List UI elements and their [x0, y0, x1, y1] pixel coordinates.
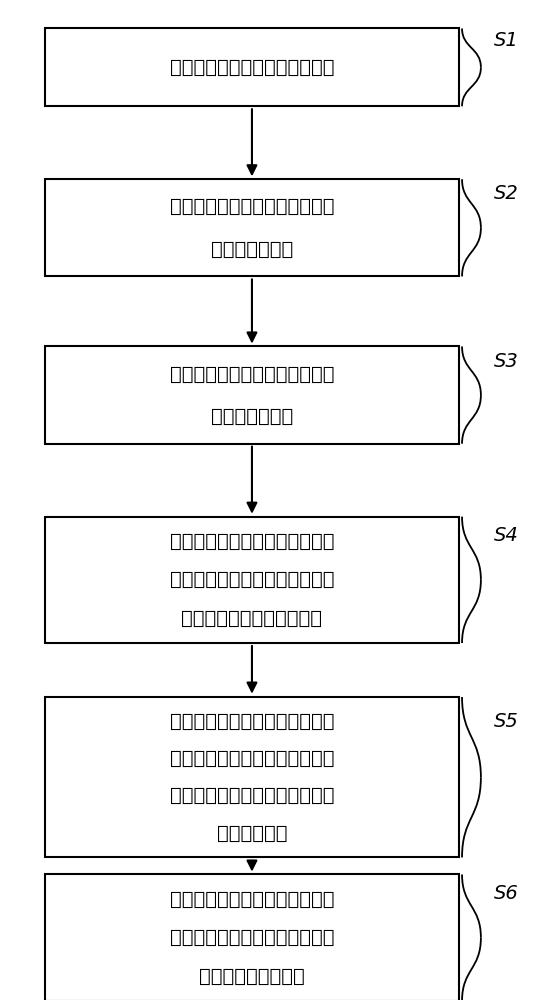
Text: 进行去雾预处理: 进行去雾预处理: [211, 239, 293, 258]
FancyBboxPatch shape: [44, 874, 459, 1000]
Text: 目标与视觉图像融合，并获取融: 目标与视觉图像融合，并获取融: [170, 570, 334, 589]
Text: 雷达识别结果: 雷达识别结果: [217, 824, 287, 843]
FancyBboxPatch shape: [44, 517, 459, 643]
Text: 进行去雾预处理: 进行去雾预处理: [211, 407, 293, 426]
Text: 获取视觉图像和毫米波雷达数据: 获取视觉图像和毫米波雷达数据: [170, 58, 334, 77]
Text: S4: S4: [494, 526, 519, 545]
Text: 基于坐标变换和时间配准将有效: 基于坐标变换和时间配准将有效: [170, 532, 334, 551]
Text: S5: S5: [494, 712, 519, 731]
Text: 基于平均透射率对输入视觉图像: 基于平均透射率对输入视觉图像: [170, 197, 334, 216]
Text: 使用神经网络对兴趣区域进行目: 使用神经网络对兴趣区域进行目: [170, 712, 334, 731]
Text: S2: S2: [494, 184, 519, 203]
Text: 对毫米波雷达识别结果和视觉识: 对毫米波雷达识别结果和视觉识: [170, 890, 334, 909]
Text: S1: S1: [494, 31, 519, 50]
Text: 基于平均透射率对输入视觉图像: 基于平均透射率对输入视觉图像: [170, 364, 334, 383]
Text: 标识别，获取视觉识别结果，并: 标识别，获取视觉识别结果，并: [170, 749, 334, 768]
Text: 合后视觉图像中的兴趣区域: 合后视觉图像中的兴趣区域: [182, 609, 322, 628]
Text: 别结果进行加权信息决策，得到: 别结果进行加权信息决策，得到: [170, 928, 334, 947]
Text: 根据毫米波雷达数据获取毫米波: 根据毫米波雷达数据获取毫米波: [170, 786, 334, 805]
Text: S6: S6: [494, 884, 519, 903]
FancyBboxPatch shape: [44, 346, 459, 444]
Text: 最终的目标检测结果: 最终的目标检测结果: [199, 966, 305, 985]
FancyBboxPatch shape: [44, 697, 459, 857]
FancyBboxPatch shape: [44, 28, 459, 106]
Text: S3: S3: [494, 352, 519, 371]
FancyBboxPatch shape: [44, 179, 459, 276]
